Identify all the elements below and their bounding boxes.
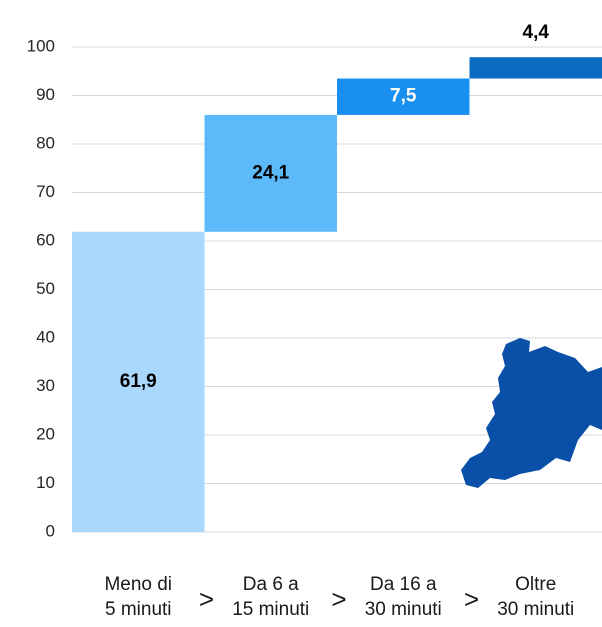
- value-label: 7,5: [390, 86, 417, 107]
- y-tick-label: 60: [36, 230, 55, 249]
- x-tick-label: Da 6 a: [243, 574, 299, 595]
- x-tick-label: Da 16 a: [370, 574, 437, 595]
- x-tick-label: 30 minuti: [365, 599, 442, 620]
- y-tick-label: 80: [36, 133, 55, 152]
- y-tick-label: 10: [36, 473, 55, 492]
- y-tick-label: 70: [36, 182, 55, 201]
- y-tick-label: 0: [46, 521, 55, 540]
- x-tick-label: 5 minuti: [105, 599, 172, 620]
- separator: >: [199, 584, 214, 614]
- x-tick-label: 15 minuti: [232, 599, 309, 620]
- x-tick-label: Meno di: [104, 574, 172, 595]
- value-label: 24,1: [252, 162, 289, 183]
- y-tick-label: 90: [36, 85, 55, 104]
- bar: [337, 78, 470, 115]
- bar: [72, 231, 205, 532]
- region-map: [461, 338, 602, 488]
- y-tick-label: 50: [36, 279, 55, 298]
- value-label: 4,4: [523, 22, 550, 43]
- y-tick-label: 30: [36, 376, 55, 395]
- y-tick-label: 100: [27, 36, 55, 55]
- x-tick-label: Oltre: [515, 574, 556, 595]
- separator: >: [464, 584, 479, 614]
- separator: >: [331, 584, 346, 614]
- bar: [469, 57, 602, 79]
- y-tick-label: 40: [36, 327, 55, 346]
- bar: [204, 114, 337, 232]
- value-label: 61,9: [120, 371, 157, 392]
- x-tick-label: 30 minuti: [497, 599, 574, 620]
- y-tick-label: 20: [36, 424, 55, 443]
